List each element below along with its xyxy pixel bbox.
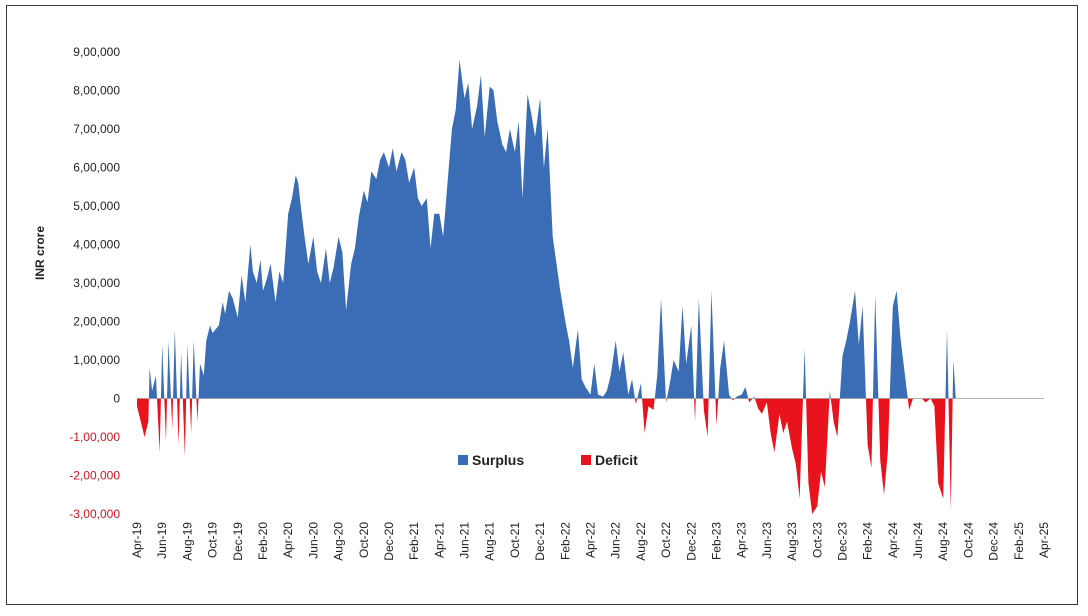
x-tick-label: Aug-23 bbox=[785, 522, 799, 561]
x-tick-label: Apr-21 bbox=[432, 522, 446, 558]
x-tick-label: Aug-19 bbox=[180, 522, 194, 561]
legend-deficit-swatch bbox=[581, 455, 591, 465]
x-tick-label: Dec-22 bbox=[684, 522, 698, 561]
x-tick-label: Apr-25 bbox=[1037, 522, 1051, 558]
x-tick-label: Feb-20 bbox=[256, 522, 270, 560]
x-tick-label: Jun-21 bbox=[458, 522, 472, 559]
y-tick-label: 8,00,000 bbox=[73, 84, 120, 98]
y-tick-label: 1,00,000 bbox=[73, 353, 120, 367]
y-tick-label: -3,00,000 bbox=[69, 507, 120, 521]
x-tick-label: Oct-22 bbox=[659, 522, 673, 558]
x-tick-label: Oct-19 bbox=[206, 522, 220, 558]
x-tick-label: Feb-24 bbox=[861, 522, 875, 560]
x-tick-label: Aug-22 bbox=[634, 522, 648, 561]
y-tick-label: 6,00,000 bbox=[73, 161, 120, 175]
x-tick-label: Oct-20 bbox=[357, 522, 371, 558]
x-tick-label: Jun-22 bbox=[609, 522, 623, 559]
y-axis-label: INR crore bbox=[33, 226, 47, 280]
x-tick-label: Dec-19 bbox=[231, 522, 245, 561]
x-tick-label: Aug-20 bbox=[332, 522, 346, 561]
x-tick-label: Feb-21 bbox=[407, 522, 421, 560]
legend-deficit-label: Deficit bbox=[595, 452, 638, 468]
x-tick-label: Aug-21 bbox=[483, 522, 497, 561]
x-tick-label: Aug-24 bbox=[936, 522, 950, 561]
x-tick-label: Dec-23 bbox=[835, 522, 849, 561]
y-tick-label: 9,00,000 bbox=[73, 45, 120, 59]
y-tick-label: 4,00,000 bbox=[73, 238, 120, 252]
surplus-area bbox=[137, 59, 956, 399]
legend: Surplus Deficit bbox=[458, 452, 638, 468]
x-tick-label: Dec-20 bbox=[382, 522, 396, 561]
x-tick-label: Feb-23 bbox=[709, 522, 723, 560]
x-tick-label: Jun-23 bbox=[760, 522, 774, 559]
x-tick-label: Dec-21 bbox=[533, 522, 547, 561]
x-axis-ticks: Apr-19 Jun-19 Aug-19 Oct-19 Dec-19 Feb-20 Apr-… bbox=[130, 522, 1051, 561]
y-tick-label: 7,00,000 bbox=[73, 122, 120, 136]
y-tick-label: 0 bbox=[113, 392, 120, 406]
legend-surplus-swatch bbox=[458, 455, 468, 465]
x-tick-label: Oct-24 bbox=[961, 522, 975, 558]
y-tick-label: -2,00,000 bbox=[69, 469, 120, 483]
x-tick-label: Apr-19 bbox=[130, 522, 144, 558]
x-tick-label: Jun-20 bbox=[306, 522, 320, 559]
x-tick-label: Apr-24 bbox=[886, 522, 900, 558]
x-tick-label: Oct-23 bbox=[810, 522, 824, 558]
y-tick-label: 2,00,000 bbox=[73, 315, 120, 329]
y-tick-label: -1,00,000 bbox=[69, 430, 120, 444]
x-tick-label: Apr-23 bbox=[735, 522, 749, 558]
y-tick-label: 5,00,000 bbox=[73, 199, 120, 213]
x-tick-label: Feb-22 bbox=[558, 522, 572, 560]
x-tick-label: Apr-20 bbox=[281, 522, 295, 558]
x-tick-label: Feb-25 bbox=[1012, 522, 1026, 560]
y-axis-ticks: 9,00,000 8,00,000 7,00,000 6,00,000 5,00,000… bbox=[69, 45, 120, 521]
x-tick-label: Oct-21 bbox=[508, 522, 522, 558]
x-tick-label: Jun-19 bbox=[155, 522, 169, 559]
x-tick-label: Jun-24 bbox=[911, 522, 925, 559]
y-tick-label: 3,00,000 bbox=[73, 276, 120, 290]
legend-surplus-label: Surplus bbox=[472, 452, 524, 468]
x-tick-label: Apr-22 bbox=[584, 522, 598, 558]
x-tick-label: Dec-24 bbox=[987, 522, 1001, 561]
